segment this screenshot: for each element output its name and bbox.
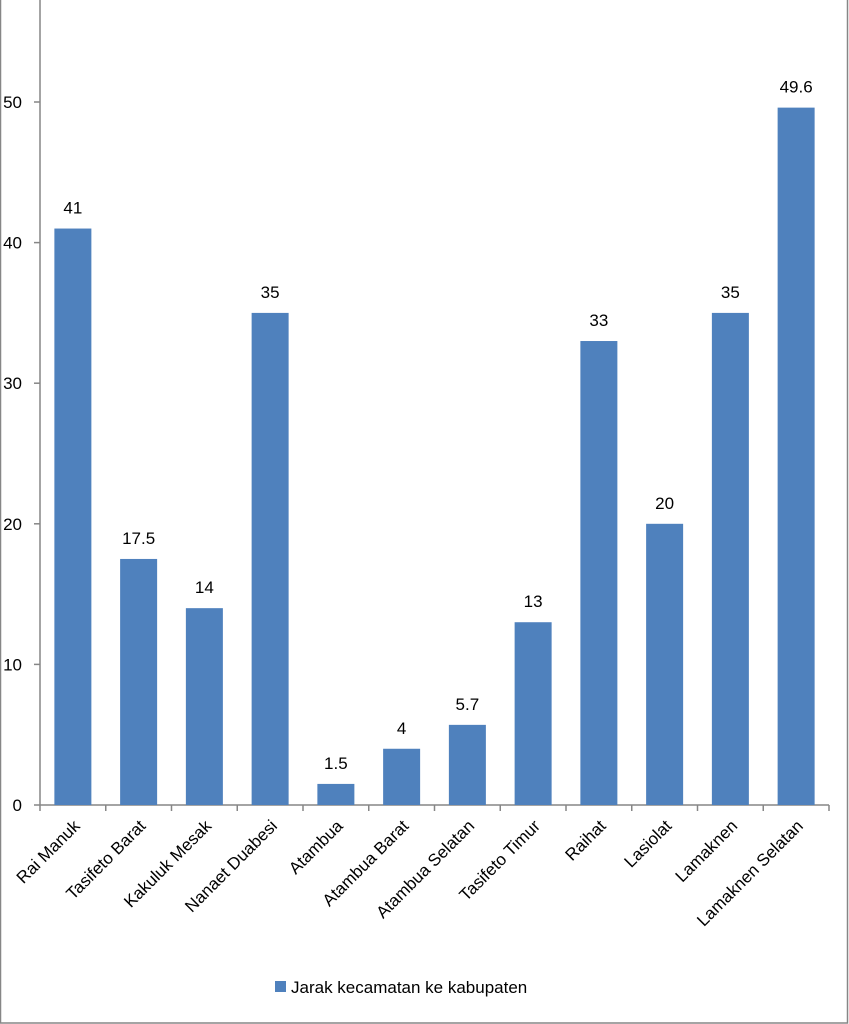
data-labels: 41 17.5 14 35 1.5 4 5.7 13 33 20 35 49.6 <box>63 78 812 773</box>
bar <box>646 523 684 805</box>
legend-swatch <box>275 981 286 992</box>
x-axis <box>39 804 830 811</box>
bar <box>54 228 92 806</box>
bars <box>54 107 815 806</box>
data-label: 20 <box>655 494 674 513</box>
data-label: 4 <box>397 719 406 738</box>
data-label: 35 <box>261 283 280 302</box>
y-tick-label: 40 <box>3 234 22 253</box>
data-label: 5.7 <box>456 695 480 714</box>
bar <box>251 312 289 805</box>
legend: Jarak kecamatan ke kabupaten <box>275 978 527 997</box>
y-axis: 0 10 20 30 40 50 <box>3 0 41 815</box>
data-label: 13 <box>524 592 543 611</box>
y-tick-label: 10 <box>3 655 22 674</box>
y-tick-label: 0 <box>13 796 22 815</box>
y-tick-label: 30 <box>3 374 22 393</box>
y-tick-label: 50 <box>3 93 22 112</box>
bar <box>777 107 815 805</box>
data-label: 49.6 <box>780 78 813 97</box>
bar <box>185 608 223 805</box>
data-label: 1.5 <box>324 754 348 773</box>
bar <box>580 341 618 805</box>
bar <box>514 622 552 805</box>
data-label: 41 <box>63 199 82 218</box>
bar <box>383 748 421 805</box>
bar <box>448 724 486 805</box>
bar <box>120 558 158 805</box>
bar <box>711 312 749 805</box>
y-tick-label: 20 <box>3 515 22 534</box>
data-label: 14 <box>195 578 214 597</box>
data-label: 17.5 <box>122 529 155 548</box>
data-label: 33 <box>589 311 608 330</box>
data-label: 35 <box>721 283 740 302</box>
legend-label: Jarak kecamatan ke kabupaten <box>291 978 527 997</box>
bar <box>317 783 355 805</box>
